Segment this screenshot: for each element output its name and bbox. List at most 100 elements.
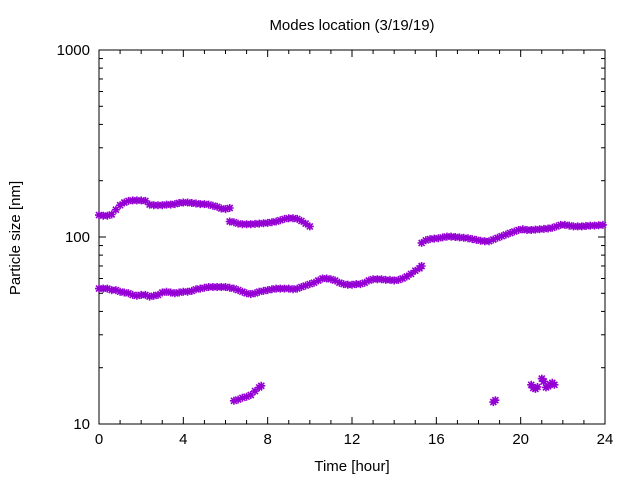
data-point	[348, 280, 356, 289]
point-marker	[183, 198, 192, 207]
point-marker	[259, 286, 268, 295]
data-point	[158, 201, 167, 210]
point-marker	[187, 286, 196, 295]
data-point	[208, 283, 217, 291]
point-marker	[158, 288, 167, 297]
data-point	[213, 283, 222, 291]
data-point	[386, 275, 394, 284]
point-marker	[442, 232, 451, 241]
data-point	[331, 276, 340, 285]
point-marker	[128, 196, 137, 205]
point-marker	[550, 380, 559, 389]
data-point	[187, 199, 196, 207]
data-point	[438, 233, 447, 242]
point-marker	[200, 283, 209, 292]
data-point	[373, 275, 382, 284]
data-point	[103, 211, 112, 220]
data-point	[523, 226, 531, 234]
point-marker	[556, 220, 565, 229]
data-point	[217, 204, 226, 213]
point-marker	[594, 221, 603, 230]
point-marker	[95, 284, 103, 293]
data-point	[434, 234, 443, 243]
data-point	[107, 286, 116, 295]
data-point	[242, 289, 251, 298]
data-point	[297, 216, 306, 225]
point-marker	[221, 205, 230, 214]
data-point	[208, 201, 217, 210]
point-marker	[301, 281, 310, 290]
point-marker	[149, 201, 158, 210]
point-marker	[242, 289, 251, 298]
data-point	[120, 198, 129, 207]
point-marker	[251, 387, 259, 396]
point-marker	[204, 283, 213, 291]
point-marker	[485, 237, 493, 246]
point-marker	[170, 200, 179, 209]
data-point	[301, 219, 310, 228]
data-point	[166, 200, 175, 209]
data-point	[251, 219, 259, 228]
data-point	[459, 233, 468, 242]
data-point	[154, 290, 162, 299]
data-point	[192, 199, 200, 208]
point-marker	[276, 216, 285, 225]
data-point	[251, 289, 259, 298]
point-marker	[120, 288, 129, 297]
point-marker	[569, 222, 578, 231]
point-marker	[251, 219, 259, 228]
series-4	[417, 220, 607, 247]
data-point	[225, 217, 234, 226]
data-point	[179, 198, 188, 207]
data-point	[455, 233, 464, 242]
point-marker	[124, 289, 133, 298]
point-marker	[497, 232, 506, 241]
point-marker	[154, 290, 162, 299]
point-marker	[116, 201, 125, 210]
data-point	[468, 235, 477, 244]
data-point	[539, 224, 548, 233]
point-marker	[527, 226, 536, 234]
data-point	[426, 235, 434, 244]
data-point	[234, 395, 243, 404]
data-point	[360, 278, 369, 287]
point-marker	[272, 217, 281, 226]
point-marker	[544, 224, 553, 233]
data-point	[489, 235, 498, 244]
y-axis-label: Particle size [nm]	[7, 181, 24, 295]
data-point	[242, 392, 251, 401]
data-point	[272, 284, 281, 293]
data-point	[377, 275, 386, 284]
point-marker	[491, 396, 500, 405]
point-marker	[381, 275, 390, 284]
data-point	[141, 196, 150, 205]
point-marker	[280, 284, 289, 293]
data-point	[166, 288, 175, 297]
y-tick-label: 10	[73, 416, 90, 433]
point-marker	[343, 280, 352, 289]
point-marker	[438, 233, 447, 242]
data-point	[128, 290, 137, 299]
data-point	[234, 286, 243, 295]
data-point	[263, 218, 272, 227]
x-tick-label: 16	[428, 431, 445, 448]
point-marker	[407, 269, 415, 278]
point-marker	[242, 392, 251, 401]
data-point	[246, 391, 255, 399]
data-point	[476, 236, 485, 245]
data-point	[95, 284, 103, 293]
data-point	[99, 284, 108, 293]
data-point	[297, 283, 306, 291]
data-point	[594, 221, 603, 230]
point-marker	[305, 280, 314, 289]
point-marker	[246, 220, 255, 229]
data-point	[582, 222, 590, 230]
y-tick-label: 100	[65, 229, 90, 246]
data-point	[137, 290, 146, 299]
data-point	[149, 291, 158, 300]
point-marker	[166, 200, 175, 209]
x-tick-label: 8	[263, 431, 271, 448]
point-marker	[276, 284, 285, 293]
point-marker	[305, 222, 314, 231]
